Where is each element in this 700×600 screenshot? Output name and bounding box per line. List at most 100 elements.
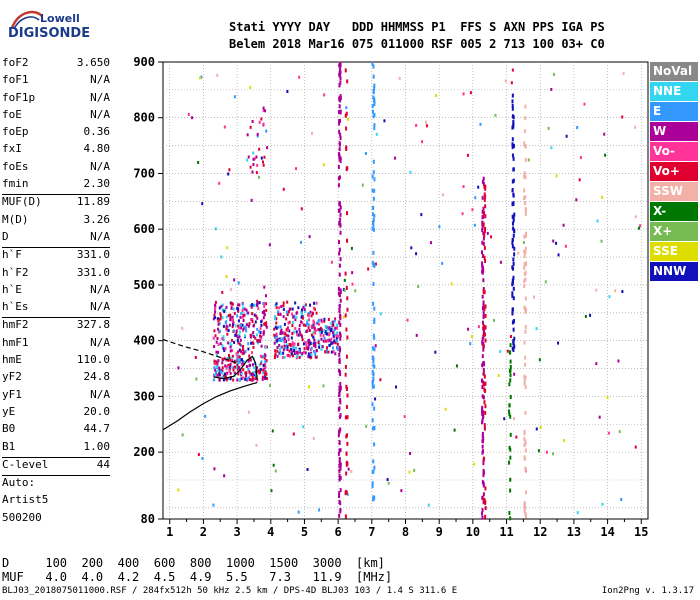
echo-point — [346, 493, 349, 497]
echo-point — [339, 509, 342, 514]
echo-point — [482, 241, 485, 246]
echo-point — [197, 161, 200, 165]
echo-point — [481, 439, 484, 444]
echo-point — [512, 156, 515, 161]
echo-point — [279, 345, 282, 349]
echo-point — [283, 336, 286, 340]
echo-point — [264, 360, 267, 364]
x-tick-label: 6 — [335, 525, 342, 539]
echo-point — [430, 241, 433, 245]
echo-point — [290, 336, 293, 340]
echo-point — [258, 301, 261, 305]
echo-point — [506, 349, 509, 353]
echo-point — [296, 350, 299, 354]
echo-point — [213, 316, 216, 320]
echo-point — [244, 325, 247, 329]
echo-point — [263, 301, 266, 305]
echo-point — [224, 364, 227, 368]
echo-point — [509, 488, 512, 493]
echo-point — [308, 318, 311, 322]
echo-point — [298, 323, 301, 327]
echo-point — [345, 106, 348, 110]
echo-point — [273, 341, 276, 345]
param-label: B1 — [2, 439, 16, 453]
echo-point — [373, 263, 376, 268]
echo-point — [524, 116, 527, 121]
echo-point — [337, 110, 340, 115]
echo-point — [339, 462, 342, 467]
echo-point — [253, 361, 256, 365]
echo-point — [213, 313, 216, 317]
echo-point — [339, 427, 342, 432]
echo-point — [286, 348, 289, 352]
echo-point — [338, 119, 341, 124]
echo-point — [323, 336, 326, 340]
echo-point — [350, 246, 353, 250]
echo-point — [372, 205, 375, 210]
echo-point — [260, 156, 263, 160]
echo-point — [215, 365, 218, 369]
echo-point — [350, 469, 353, 473]
echo-point — [300, 313, 303, 317]
echo-point — [264, 294, 267, 298]
echo-point — [242, 313, 245, 317]
echo-point — [470, 335, 473, 339]
echo-point — [258, 363, 261, 367]
echo-point — [244, 371, 247, 375]
echo-point — [231, 354, 234, 358]
echo-point — [229, 377, 232, 381]
echo-point — [331, 324, 334, 328]
echo-point — [338, 147, 341, 152]
echo-point — [282, 351, 285, 355]
echo-point — [275, 332, 278, 336]
echo-point — [557, 253, 560, 257]
param-value: 110.0 — [76, 353, 110, 367]
x-tick-label: 12 — [533, 525, 547, 539]
echo-point — [235, 352, 238, 356]
logo-swoosh-icon — [10, 10, 43, 30]
echo-point — [338, 460, 341, 465]
echo-point — [257, 341, 260, 345]
param-value: N/A — [90, 107, 110, 121]
echo-point — [258, 120, 261, 124]
echo-point — [415, 252, 418, 256]
echo-point — [589, 313, 592, 317]
param-value: 20.0 — [83, 404, 111, 418]
echo-point — [484, 226, 487, 231]
echo-point — [295, 311, 298, 315]
echo-point — [313, 343, 316, 347]
echo-point — [278, 338, 281, 342]
param-value: 24.8 — [83, 370, 111, 384]
echo-point — [214, 300, 217, 304]
echo-point — [244, 350, 247, 354]
echo-point — [482, 254, 485, 259]
echo-point — [372, 250, 375, 255]
echo-point — [524, 233, 527, 238]
echo-point — [215, 353, 218, 357]
echo-point — [265, 323, 268, 327]
echo-point — [282, 307, 285, 311]
echo-point — [295, 167, 298, 171]
echo-point — [243, 334, 246, 338]
echo-point — [312, 335, 315, 339]
echo-point — [372, 218, 375, 223]
echo-point — [218, 181, 221, 185]
echo-point — [249, 373, 252, 377]
echo-point — [302, 323, 305, 327]
echo-point — [331, 331, 334, 335]
echo-point — [509, 378, 512, 383]
param-separator — [2, 247, 110, 249]
echo-point — [513, 344, 516, 349]
echo-point — [508, 445, 511, 450]
echo-point — [213, 329, 216, 333]
echo-point — [239, 349, 242, 353]
param-label: fmin — [2, 177, 29, 191]
echo-point — [338, 473, 341, 478]
echo-point — [310, 352, 313, 356]
echo-point — [266, 146, 269, 150]
echo-point — [372, 333, 375, 338]
param-label: Artist5 — [2, 493, 49, 507]
param-value: N/A — [90, 300, 110, 314]
echo-point — [242, 348, 245, 352]
echo-point — [253, 313, 256, 317]
